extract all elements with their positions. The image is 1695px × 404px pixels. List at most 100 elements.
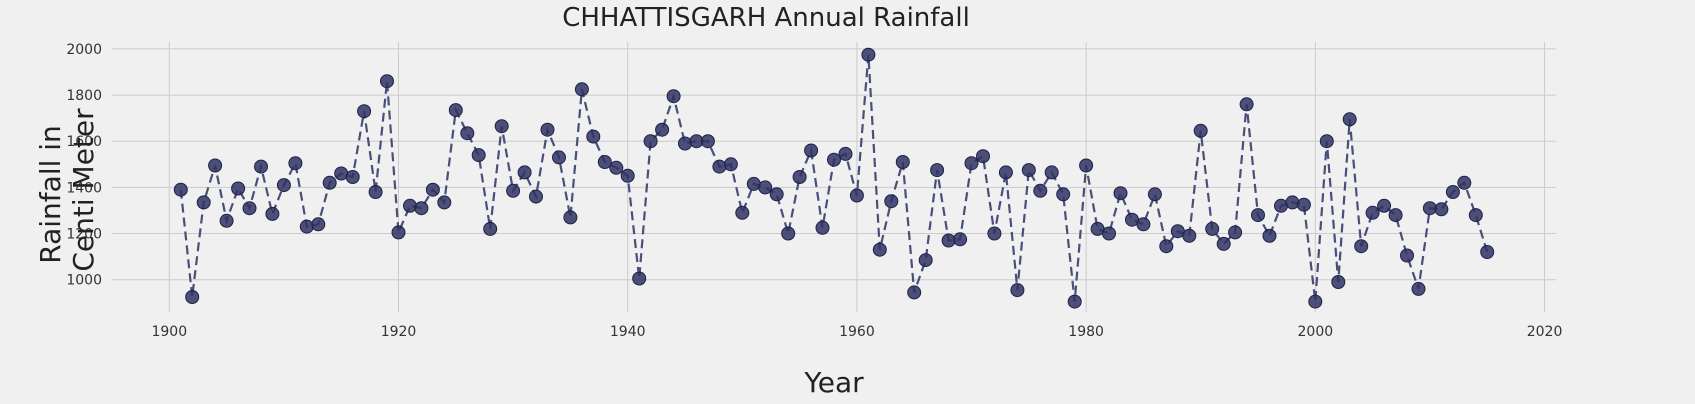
data-point bbox=[907, 285, 922, 300]
data-point bbox=[460, 126, 475, 141]
data-point bbox=[185, 290, 200, 304]
data-point bbox=[941, 233, 956, 248]
data-point bbox=[552, 150, 566, 165]
data-point bbox=[1411, 281, 1426, 296]
data-point bbox=[311, 217, 326, 232]
data-point bbox=[1010, 283, 1025, 298]
data-point bbox=[1216, 236, 1231, 251]
data-point bbox=[403, 198, 417, 213]
data-point bbox=[1205, 221, 1220, 236]
data-point bbox=[574, 82, 589, 97]
data-point bbox=[964, 156, 979, 171]
chart-title: CHHATTISGARH Annual Rainfall bbox=[562, 3, 970, 33]
data-point bbox=[884, 194, 899, 209]
tick-labels: 1000 1200 1400 1600 1800 2000 1900 1920 1940 1960… bbox=[66, 42, 1562, 340]
data-point bbox=[173, 182, 188, 197]
data-point bbox=[448, 103, 463, 118]
data-point bbox=[918, 253, 933, 268]
data-point bbox=[1434, 202, 1449, 217]
data-point bbox=[1422, 201, 1437, 216]
data-point bbox=[632, 271, 647, 286]
data-point bbox=[987, 226, 1002, 241]
data-point bbox=[655, 122, 670, 137]
y-tick-label: 1400 bbox=[66, 180, 102, 196]
data-point bbox=[276, 178, 291, 193]
data-point bbox=[483, 221, 498, 236]
data-point bbox=[643, 134, 658, 149]
data-point bbox=[1400, 248, 1414, 263]
data-point bbox=[529, 189, 543, 204]
data-point bbox=[563, 210, 578, 225]
data-point bbox=[1136, 217, 1151, 232]
data-point bbox=[196, 195, 211, 210]
data-point bbox=[254, 159, 268, 174]
x-tick-label: 1940 bbox=[610, 324, 646, 340]
y-axis-label: Rainfall in Centi Meter bbox=[34, 108, 100, 272]
data-point bbox=[1331, 275, 1346, 289]
data-point bbox=[792, 170, 807, 184]
data-point bbox=[1056, 187, 1071, 202]
data-point bbox=[609, 160, 624, 175]
data-point bbox=[1319, 134, 1334, 149]
data-point bbox=[208, 158, 223, 173]
data-point bbox=[357, 104, 372, 119]
data-point bbox=[471, 148, 486, 163]
data-point bbox=[827, 152, 841, 167]
series-line bbox=[179, 54, 1489, 302]
data-point bbox=[1285, 195, 1300, 210]
data-point bbox=[1354, 239, 1369, 254]
data-point bbox=[666, 89, 681, 104]
data-point bbox=[322, 175, 337, 190]
data-point bbox=[494, 119, 509, 134]
data-point bbox=[1182, 228, 1197, 243]
data-point bbox=[1033, 183, 1048, 198]
y-tick-label: 2000 bbox=[66, 42, 102, 58]
data-point bbox=[1193, 123, 1208, 138]
data-point bbox=[712, 159, 727, 174]
data-point bbox=[391, 225, 406, 240]
x-tick-label: 1980 bbox=[1068, 324, 1104, 340]
data-point bbox=[861, 47, 876, 62]
data-point bbox=[678, 136, 692, 151]
data-point bbox=[1021, 163, 1036, 178]
grid bbox=[112, 42, 1556, 312]
y-tick-label: 1800 bbox=[66, 88, 102, 104]
data-point bbox=[231, 181, 246, 196]
data-point bbox=[1113, 186, 1128, 201]
data-point bbox=[781, 226, 796, 241]
data-point bbox=[219, 213, 234, 228]
data-point bbox=[414, 201, 429, 216]
data-point bbox=[895, 155, 910, 169]
data-point bbox=[804, 143, 819, 158]
data-point bbox=[1044, 165, 1059, 180]
data-point bbox=[1262, 228, 1277, 243]
data-point bbox=[517, 165, 532, 180]
data-point bbox=[1239, 97, 1254, 112]
x-tick-label: 1920 bbox=[381, 324, 417, 340]
data-point bbox=[437, 195, 452, 210]
data-point bbox=[1296, 197, 1311, 212]
y-axis-label-line-2: Centi Meter bbox=[67, 108, 100, 272]
x-tick-label: 2020 bbox=[1527, 324, 1563, 340]
data-point bbox=[299, 219, 314, 234]
y-tick-label: 1200 bbox=[66, 227, 102, 243]
data-point bbox=[1147, 187, 1162, 202]
data-point bbox=[1079, 158, 1094, 173]
data-point bbox=[242, 201, 257, 216]
data-point bbox=[380, 74, 394, 89]
x-tick-label: 1900 bbox=[151, 324, 187, 340]
data-point bbox=[998, 165, 1013, 180]
data-point bbox=[1468, 208, 1483, 223]
data-point bbox=[700, 134, 715, 149]
data-point bbox=[1445, 185, 1460, 199]
data-point bbox=[1388, 208, 1403, 223]
data-point bbox=[838, 146, 853, 161]
y-axis-label-line-1: Rainfall in bbox=[34, 125, 67, 264]
x-tick-label: 1960 bbox=[839, 324, 875, 340]
data-point bbox=[334, 166, 349, 181]
data-point bbox=[758, 180, 773, 195]
y-tick-label: 1600 bbox=[66, 134, 102, 150]
data-point bbox=[769, 187, 784, 202]
data-point bbox=[540, 122, 555, 137]
